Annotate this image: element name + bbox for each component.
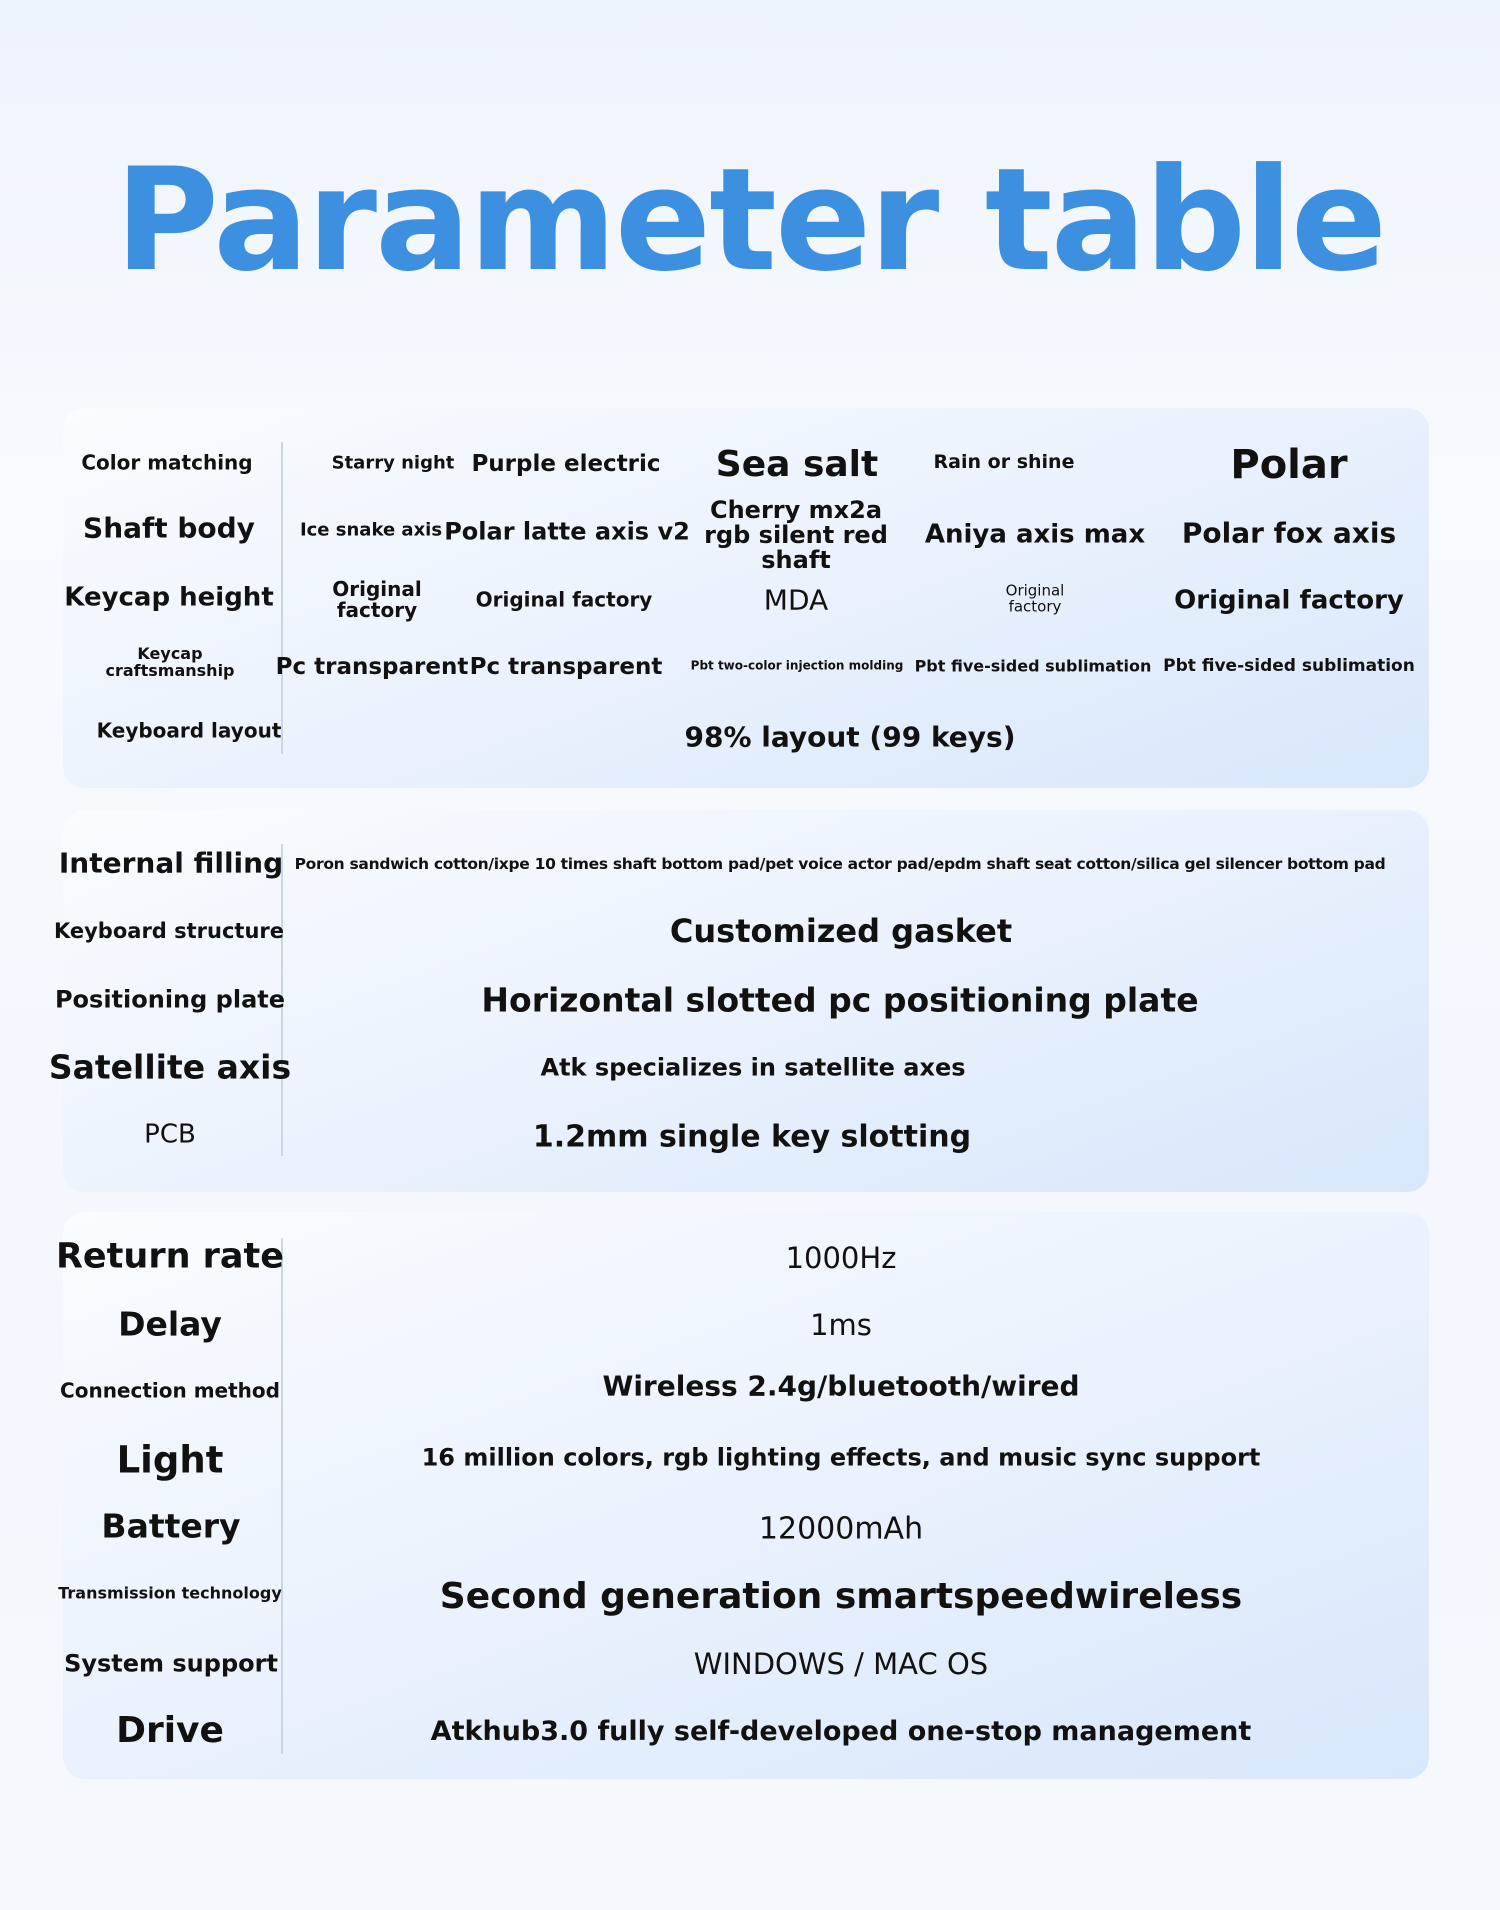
label-keycap-height: Keycap height: [64, 582, 274, 613]
shaft-polar-fox: Polar fox axis: [1181, 516, 1397, 550]
panel-structure: [63, 810, 1429, 1192]
pcb-value: 1.2mm single key slotting: [532, 1119, 972, 1155]
connection-method-value: Wireless 2.4g/bluetooth/wired: [602, 1369, 1080, 1403]
divider: [281, 442, 283, 754]
label-positioning-plate: Positioning plate: [54, 985, 286, 1014]
return-rate-value: 1000Hz: [785, 1240, 897, 1275]
keycap-height-2: Original factory: [475, 587, 653, 612]
label-transmission-technology: Transmission technology: [58, 1583, 282, 1603]
craft-pbt-two-color: Pbt two-color injection molding: [690, 658, 904, 673]
panel-performance: [63, 1212, 1429, 1779]
keyboard-structure-value: Customized gasket: [669, 912, 1013, 951]
color-starry-night: Starry night: [331, 452, 455, 474]
label-light: Light: [116, 1438, 224, 1482]
divider: [281, 844, 283, 1156]
panel-keyboard-variants: [63, 408, 1429, 788]
craft-pc-2: Pc transparent: [469, 653, 663, 680]
label-drive: Drive: [116, 1710, 224, 1752]
label-delay: Delay: [118, 1304, 222, 1344]
craft-pbt-five-1: Pbt five-sided sublimation: [914, 656, 1152, 676]
label-color-matching: Color matching: [81, 450, 253, 475]
label-pcb: PCB: [144, 1119, 196, 1150]
label-keyboard-layout: Keyboard layout: [96, 718, 282, 743]
label-return-rate: Return rate: [55, 1236, 285, 1277]
label-shaft-body: Shaft body: [83, 511, 255, 545]
label-keycap-craftsmanship: Keycap craftsmanship: [105, 644, 235, 680]
satellite-axis-value: Atk specializes in satellite axes: [540, 1053, 966, 1082]
keycap-height-1: Original factory: [332, 577, 422, 622]
label-internal-filling: Internal filling: [58, 846, 284, 880]
keycap-height-5: Original factory: [1174, 585, 1404, 616]
delay-value: 1ms: [810, 1307, 872, 1342]
shaft-aniya: Aniya axis max: [924, 519, 1146, 550]
color-rain-or-shine: Rain or shine: [933, 451, 1075, 474]
internal-filling-value: Poron sandwich cotton/ixpe 10 times shaf…: [294, 854, 1386, 873]
label-keyboard-structure: Keyboard structure: [53, 918, 285, 943]
positioning-plate-value: Horizontal slotted pc positioning plate: [481, 980, 1199, 1020]
keycap-height-4: Original factory: [1005, 581, 1065, 615]
label-battery: Battery: [101, 1506, 241, 1546]
system-support-value: WINDOWS / MAC OS: [693, 1646, 989, 1681]
divider: [281, 1238, 283, 1754]
craft-pc-1: Pc transparent: [275, 653, 469, 680]
keycap-height-mda: MDA: [763, 583, 829, 617]
color-purple-electric: Purple electric: [471, 450, 661, 477]
label-system-support: System support: [64, 1649, 278, 1678]
keyboard-layout-value: 98% layout (99 keys): [684, 720, 1016, 754]
shaft-cherry: Cherry mx2a rgb silent red shaft: [704, 496, 888, 575]
color-polar: Polar: [1230, 442, 1348, 488]
battery-value: 12000mAh: [758, 1511, 924, 1547]
shaft-polar-latte: Polar latte axis v2: [444, 517, 690, 546]
drive-value: Atkhub3.0 fully self-developed one-stop …: [430, 1715, 1252, 1747]
page-title: Parameter table: [114, 138, 1387, 303]
transmission-technology-value: Second generation smartspeedwireless: [439, 1576, 1243, 1618]
light-value: 16 million colors, rgb lighting effects,…: [421, 1443, 1261, 1472]
shaft-ice-snake: Ice snake axis: [299, 519, 443, 541]
color-sea-salt: Sea salt: [715, 444, 879, 486]
label-satellite-axis: Satellite axis: [48, 1047, 292, 1087]
label-connection-method: Connection method: [60, 1378, 280, 1403]
craft-pbt-five-2: Pbt five-sided sublimation: [1163, 656, 1415, 677]
